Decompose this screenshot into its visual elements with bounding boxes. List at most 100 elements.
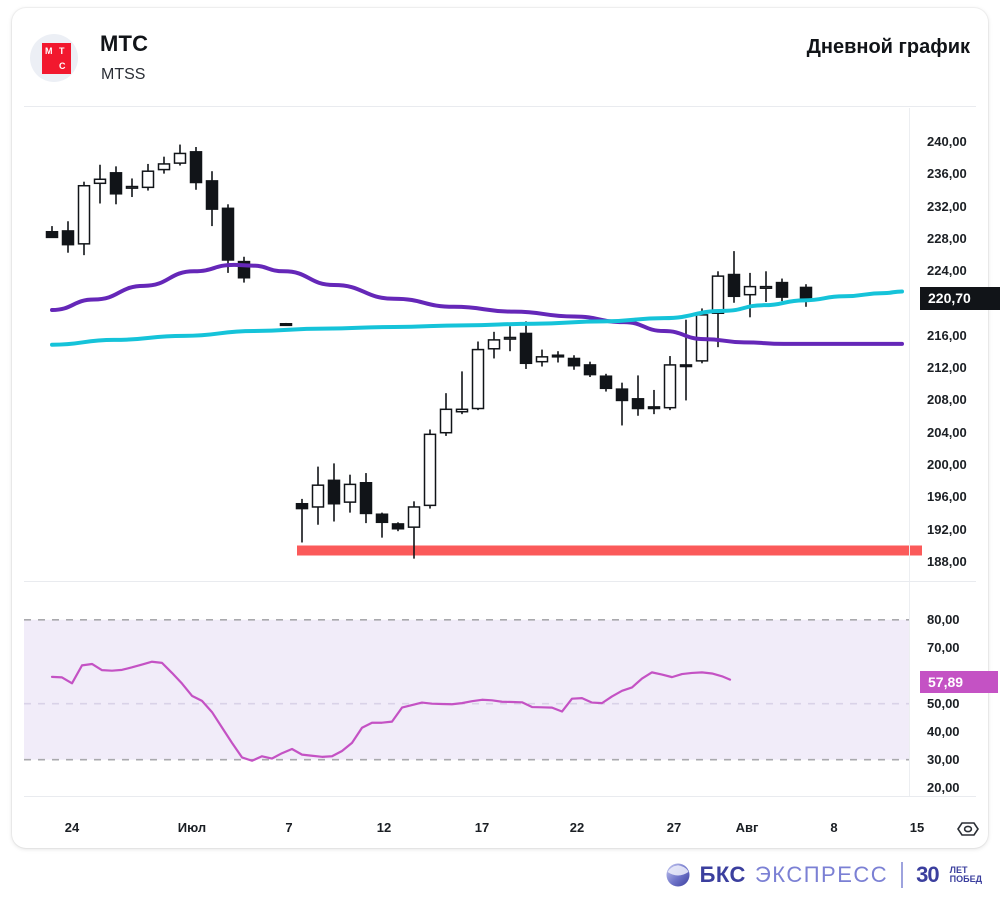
candlestick — [775, 278, 789, 302]
candlestick — [647, 389, 661, 415]
candlestick — [727, 251, 741, 303]
chart-card: M T C МТС MTSS Дневной график 240,00 236,… — [12, 8, 1000, 850]
candlestick — [799, 284, 813, 307]
rsi-tick-label: 30,00 — [927, 751, 960, 767]
candlestick — [487, 331, 501, 359]
date-tick-label: 17 — [474, 820, 490, 835]
price-tick-label: 196,00 — [927, 489, 967, 505]
mts-logo-letter-t: T — [59, 46, 65, 56]
footer-brand-express: ЭКСПРЕСС — [754, 862, 889, 887]
candlestick — [583, 361, 597, 378]
chart-period-label: Дневной график — [806, 36, 970, 58]
rsi-tick-label: 70,00 — [927, 639, 960, 655]
rsi-bottom-divider — [24, 796, 976, 797]
candlestick — [109, 166, 123, 205]
candlestick — [471, 341, 485, 411]
candlestick — [551, 351, 565, 363]
price-tick-label: 236,00 — [927, 166, 967, 182]
rsi-tick-label: 80,00 — [927, 611, 960, 627]
mts-logo: M T C — [30, 34, 78, 82]
candlestick — [221, 204, 235, 273]
candlestick — [567, 355, 581, 370]
rsi-tick-label: 40,00 — [927, 723, 960, 739]
last-price-badge: 220,70 — [920, 286, 1000, 310]
candlestick — [61, 221, 75, 253]
candlestick — [407, 501, 421, 559]
date-tick-label: 7 — [285, 820, 293, 835]
price-tick-label: 224,00 — [927, 263, 967, 279]
plot-area: 240,00 236,00 232,00 228,00 224,00 216,00 212,… — [24, 108, 1000, 838]
bks-express-footer-logo: БКС ЭКСПРЕСС 30 ЛЕТ ПОБЕД — [665, 858, 982, 892]
footer-divider — [901, 862, 904, 888]
price-tick-label: 232,00 — [927, 198, 967, 214]
mts-logo-letter-c: C — [59, 61, 66, 71]
candlestick — [93, 164, 107, 204]
footer-anniv-number: 30 — [916, 862, 940, 887]
candlestick — [599, 373, 613, 392]
price-tick-label: 212,00 — [927, 360, 967, 376]
price-tick-label: 216,00 — [927, 327, 967, 343]
price-tick-label: 192,00 — [927, 521, 967, 537]
date-tick-label: 15 — [909, 820, 925, 835]
candlestick — [141, 163, 155, 191]
rsi-tick-label: 50,00 — [927, 695, 960, 711]
candlestick — [279, 322, 293, 327]
ticker-name: МТС — [100, 31, 149, 56]
candlestick — [343, 474, 357, 513]
date-tick-label: 22 — [569, 820, 585, 835]
rsi-value-badge: 57,89 — [920, 670, 998, 693]
footer-anniv-line2: ПОБЕД — [949, 874, 982, 884]
candlestick — [759, 271, 773, 302]
eye-icon[interactable] — [954, 820, 982, 838]
candlestick — [503, 326, 517, 352]
candlestick — [535, 349, 549, 367]
candlestick — [295, 498, 309, 543]
candlestick — [679, 319, 693, 401]
candlestick — [631, 375, 645, 416]
price-tick-label: 240,00 — [927, 134, 967, 150]
candlestick — [45, 226, 59, 239]
rsi-band — [24, 619, 909, 760]
date-tick-label: 12 — [376, 820, 392, 835]
candlestick — [311, 466, 325, 525]
x-axis: 24 Июл 7 12 17 22 27 Авг 8 15 — [24, 808, 979, 850]
footer-anniv-line1: ЛЕТ — [949, 865, 968, 875]
date-tick-label: Июл — [177, 820, 207, 835]
candlestick — [157, 156, 171, 174]
candlestick — [77, 181, 91, 256]
candlestick — [663, 356, 677, 411]
candlestick — [455, 371, 469, 415]
candlestick — [423, 429, 437, 509]
footer-brand: БКС — [699, 862, 746, 887]
candlestick — [205, 171, 219, 227]
price-rsi-divider — [24, 581, 976, 582]
footer-anniv-text: ЛЕТ ПОБЕД — [950, 866, 982, 884]
candlestick — [327, 463, 341, 522]
candlestick — [359, 473, 373, 524]
candlestick — [237, 256, 251, 283]
price-tick-label: 204,00 — [927, 424, 967, 440]
candlestick — [743, 272, 757, 318]
candlestick — [439, 393, 453, 436]
candlestick — [189, 146, 203, 190]
price-tick-label: 200,00 — [927, 457, 967, 472]
moving-average-line — [50, 289, 904, 347]
mts-logo-square: M T C — [42, 43, 71, 74]
candlestick — [519, 321, 533, 369]
date-tick-label: 24 — [64, 820, 80, 835]
rsi-line — [50, 660, 732, 762]
candlestick — [375, 512, 389, 538]
mts-logo-letter-m: M — [45, 46, 53, 56]
date-tick-label: 8 — [830, 820, 838, 835]
chart-header: M T C МТС MTSS Дневной график — [12, 8, 988, 107]
y-axis-separator — [909, 108, 910, 796]
moving-average-line — [50, 262, 904, 346]
price-tick-label: 228,00 — [927, 231, 967, 246]
date-tick-label: 27 — [666, 820, 682, 835]
rsi-tick-label: 20,00 — [927, 779, 960, 795]
candlestick — [125, 178, 139, 198]
price-tick-label: 188,00 — [927, 553, 967, 569]
candlestick — [391, 522, 405, 532]
price-chart-canvas[interactable] — [24, 108, 976, 838]
